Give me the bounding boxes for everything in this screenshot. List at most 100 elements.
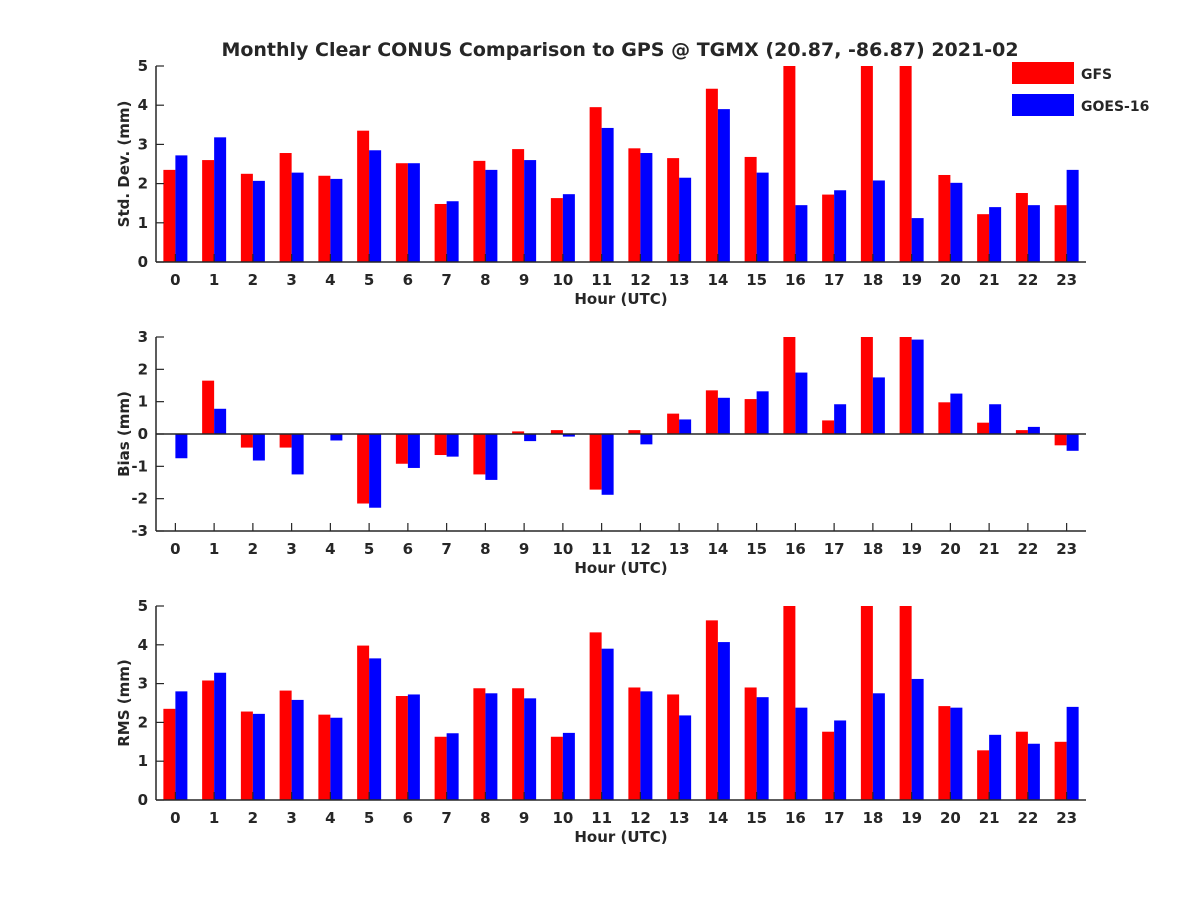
bar-goes16-hour-8 [485,434,498,480]
x-tick-label: 20 [940,809,961,827]
x-tick-label: 17 [824,809,845,827]
legend-swatch-gfs [1012,62,1074,84]
bar-gfs-hour-13 [667,694,680,800]
bar-gfs-hour-14 [705,88,718,263]
bar-gfs-hour-19 [899,337,912,434]
bar-goes16-hour-20 [950,393,963,434]
x-tick-label: 9 [519,271,529,289]
y-tick-label: 4 [138,96,148,114]
bar-goes16-hour-4 [330,178,343,262]
bar-gfs-hour-12 [628,430,641,434]
y-tick-label: 1 [138,393,148,411]
bar-goes16-hour-6 [407,694,420,800]
bar-goes16-hour-4 [330,717,343,800]
bar-gfs-hour-19 [899,66,912,262]
y-tick-label: 0 [138,253,148,271]
bar-gfs-hour-22 [1015,193,1028,262]
bar-goes16-hour-11 [601,648,614,800]
x-tick-label: 5 [364,271,374,289]
bar-gfs-hour-4 [318,714,331,800]
bar-goes16-hour-15 [756,172,769,262]
x-tick-label: 14 [707,540,728,558]
x-tick-label: 12 [630,809,651,827]
x-tick-label: 0 [170,271,180,289]
bar-gfs-hour-5 [357,645,370,800]
bar-goes16-hour-3 [291,699,304,800]
bar-gfs-hour-11 [589,107,602,262]
y-tick-label: 3 [138,135,148,153]
bar-goes16-hour-10 [562,732,575,800]
bar-goes16-hour-21 [989,734,1002,800]
bar-goes16-hour-13 [679,177,692,262]
y-tick-label: -1 [131,457,148,475]
x-tick-label: 18 [862,809,883,827]
bar-gfs-hour-0 [163,708,176,800]
x-tick-label: 0 [170,540,180,558]
bar-goes16-hour-10 [562,434,575,437]
bar-goes16-hour-17 [834,190,847,262]
x-tick-label: 11 [591,809,612,827]
bar-gfs-hour-5 [357,130,370,262]
bar-goes16-hour-1 [214,408,227,434]
bar-goes16-hour-2 [252,713,265,800]
bar-gfs-hour-2 [240,434,253,448]
x-tick-label: 6 [403,540,413,558]
bar-goes16-hour-19 [911,678,924,800]
bar-gfs-hour-2 [240,173,253,262]
y-tick-label: 5 [138,57,148,75]
bar-goes16-hour-17 [834,404,847,434]
bar-gfs-hour-7 [434,434,447,456]
x-tick-label: 2 [248,540,258,558]
bar-goes16-hour-7 [446,201,459,262]
bar-goes16-hour-11 [601,434,614,495]
bar-goes16-hour-20 [950,707,963,800]
bar-goes16-hour-14 [717,397,730,434]
x-tick-label: 19 [901,809,922,827]
x-tick-label: 3 [286,809,296,827]
x-tick-label: 12 [630,271,651,289]
x-tick-label: 7 [441,540,451,558]
y-axis-label: Bias (mm) [115,391,133,477]
x-axis-label: Hour (UTC) [574,828,667,846]
bar-goes16-hour-22 [1027,426,1040,434]
x-tick-label: 13 [669,809,690,827]
bar-gfs-hour-20 [938,706,951,800]
bar-goes16-hour-21 [989,207,1002,262]
bar-goes16-hour-7 [446,733,459,800]
x-tick-label: 22 [1017,271,1038,289]
bar-gfs-hour-4 [318,175,331,262]
x-tick-label: 4 [325,809,335,827]
bar-goes16-hour-16 [795,707,808,800]
y-axis-label: Std. Dev. (mm) [115,101,133,228]
x-tick-label: 23 [1056,809,1077,827]
x-tick-label: 9 [519,540,529,558]
x-tick-label: 1 [209,271,219,289]
bar-gfs-hour-17 [822,194,835,262]
bar-goes16-hour-3 [291,172,304,262]
y-tick-label: 2 [138,175,148,193]
bar-gfs-hour-1 [202,380,215,434]
x-tick-label: 18 [862,271,883,289]
bar-goes16-hour-16 [795,205,808,262]
x-tick-label: 17 [824,271,845,289]
bar-gfs-hour-11 [589,434,602,490]
bar-goes16-hour-1 [214,137,227,262]
x-axis-label: Hour (UTC) [574,559,667,577]
x-tick-label: 12 [630,540,651,558]
y-tick-label: 1 [138,214,148,232]
x-tick-label: 16 [785,271,806,289]
bar-gfs-hour-15 [744,687,757,800]
bar-gfs-hour-12 [628,687,641,800]
bar-goes16-hour-2 [252,180,265,262]
bar-goes16-hour-5 [369,434,382,508]
x-tick-label: 8 [480,809,490,827]
x-tick-label: 7 [441,809,451,827]
x-axis-label: Hour (UTC) [574,290,667,308]
bar-goes16-hour-2 [252,434,265,461]
x-tick-label: 11 [591,540,612,558]
x-tick-label: 14 [707,809,728,827]
x-tick-label: 13 [669,540,690,558]
x-tick-label: 20 [940,540,961,558]
